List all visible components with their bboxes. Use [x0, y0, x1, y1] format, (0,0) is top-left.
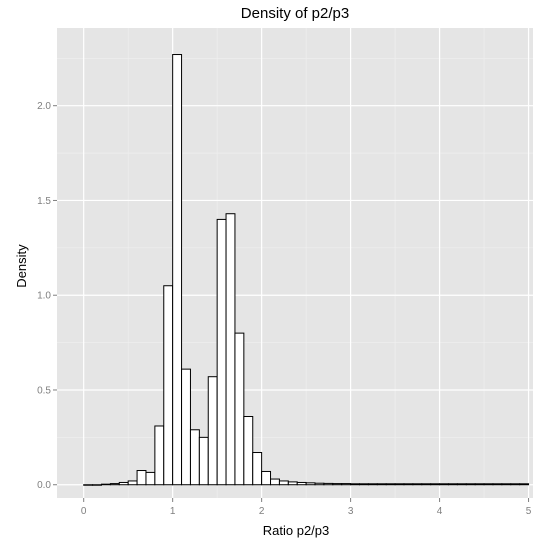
grid-lines	[57, 28, 533, 498]
histogram-bar	[483, 483, 494, 486]
histogram-bar	[314, 482, 325, 486]
x-tick-label: 0	[81, 506, 87, 517]
histogram-bar	[234, 332, 245, 486]
histogram-bar	[225, 213, 236, 486]
histogram-bar	[83, 484, 94, 486]
histogram-bar	[270, 478, 280, 486]
histogram-bar	[181, 368, 191, 486]
histogram-bar	[287, 481, 298, 486]
histogram-bar	[465, 483, 476, 486]
x-tick-label: 2	[259, 506, 265, 517]
histogram-bar	[172, 54, 183, 486]
chart-title: Density of p2/p3	[241, 5, 349, 22]
histogram-bar	[385, 483, 396, 486]
y-tick-label: 0.5	[37, 385, 51, 396]
histogram-bar	[394, 483, 405, 486]
x-axis-title: Ratio p2/p3	[263, 523, 330, 538]
histogram-bar	[412, 483, 423, 486]
y-tick-label: 1.5	[37, 196, 51, 207]
histogram-bar	[510, 483, 521, 486]
histogram-bar	[163, 285, 174, 486]
histogram-bar	[350, 483, 361, 486]
histogram-bar	[216, 218, 227, 486]
histogram-bar	[403, 483, 414, 486]
histogram-bar	[359, 483, 369, 486]
histogram-bar	[474, 483, 485, 486]
histogram-bar	[278, 480, 289, 486]
histogram-bar	[439, 483, 449, 486]
histogram-bar	[118, 481, 129, 486]
plot-panel	[57, 28, 533, 498]
histogram-bar	[261, 470, 272, 486]
x-tick-label: 4	[437, 506, 443, 517]
x-tick-label: 5	[526, 506, 532, 517]
histogram-bar	[376, 483, 387, 486]
histogram-bar	[341, 483, 352, 486]
x-tick-label: 1	[170, 506, 176, 517]
histogram-bar	[136, 470, 147, 486]
histogram-bar	[252, 452, 263, 486]
histogram-bar	[519, 483, 530, 486]
histogram-bar	[243, 416, 254, 486]
histogram-bar	[492, 483, 503, 486]
histogram-bar	[154, 425, 165, 486]
histogram-bar	[145, 471, 156, 486]
histogram-bar	[305, 482, 316, 486]
histogram-bar	[198, 436, 209, 486]
histogram-bar	[189, 429, 200, 486]
axis-ticks: 0 1 2 3 4 5 0.0 0.5 1.0 1.5 2.0	[37, 101, 532, 517]
histogram-bar	[296, 481, 307, 486]
x-tick-label: 3	[348, 506, 354, 517]
histogram-bar	[127, 480, 138, 486]
histogram-bar	[447, 483, 458, 486]
y-tick-label: 0.0	[37, 480, 51, 491]
histogram-bar	[421, 483, 432, 486]
histogram-bar	[207, 376, 218, 486]
histogram-bar	[109, 483, 120, 486]
histogram-bar	[456, 483, 467, 486]
histogram-bar	[332, 483, 343, 486]
y-axis-title: Density	[14, 244, 29, 288]
y-tick-label: 2.0	[37, 101, 51, 112]
histogram-bar	[100, 483, 111, 486]
histogram-bars	[83, 54, 530, 486]
y-tick-label: 1.0	[37, 291, 51, 302]
histogram-bar	[501, 483, 512, 486]
histogram-bar	[367, 483, 378, 486]
histogram-bar	[323, 482, 334, 486]
histogram-bar	[92, 484, 102, 486]
histogram-bar	[430, 483, 441, 486]
